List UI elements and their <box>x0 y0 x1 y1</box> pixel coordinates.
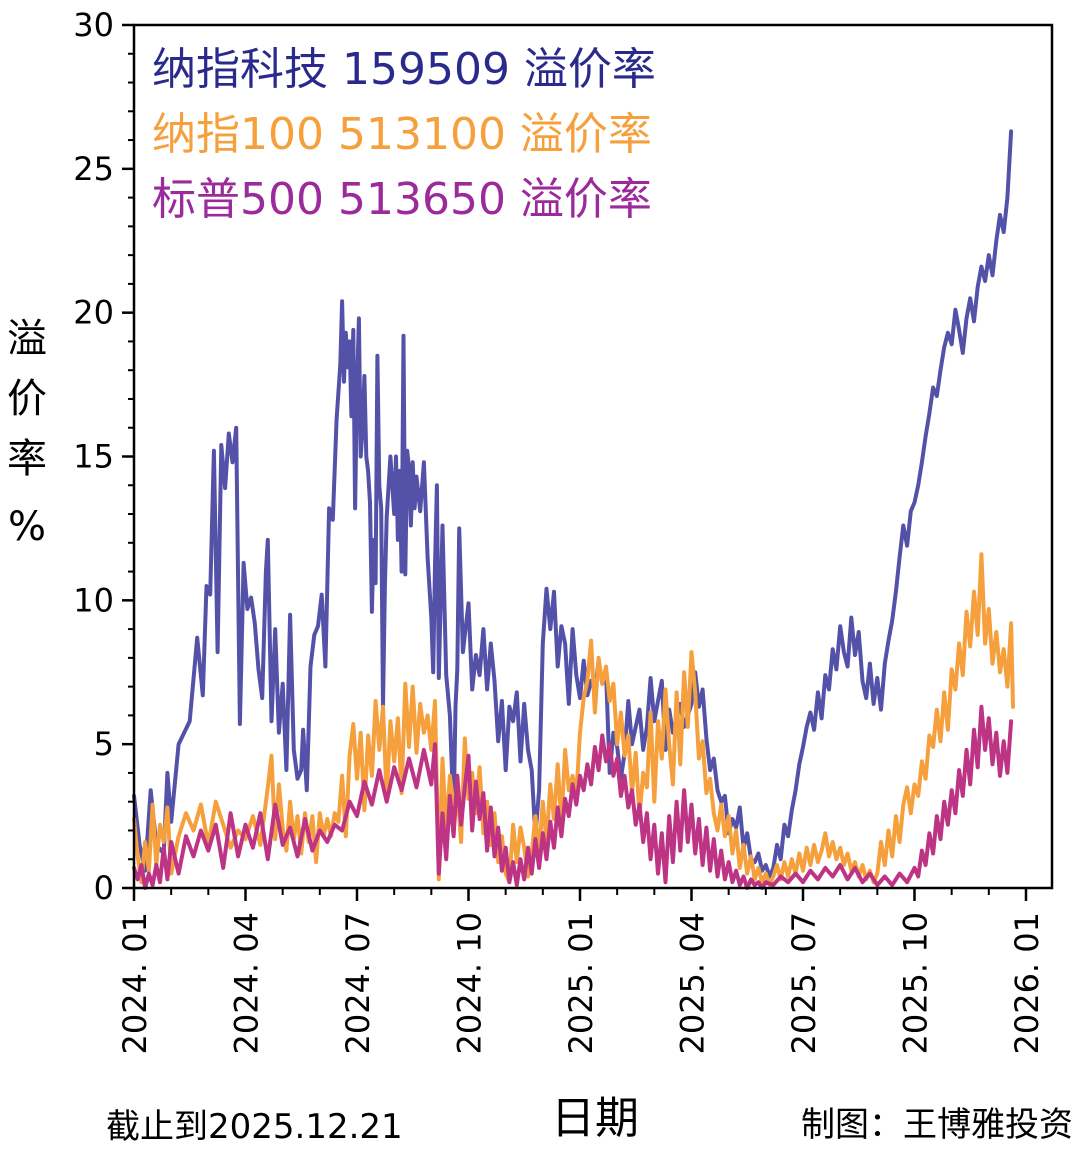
y-axis-label-char-3: % <box>8 504 46 550</box>
legend: 纳指科技 159509 溢价率 纳指100 513100 溢价率 标普500 5… <box>152 44 656 225</box>
y-axis-label: 溢 价 率 % <box>7 316 47 550</box>
y-axis-label-char-2: 率 <box>7 436 47 482</box>
series-line-0 <box>132 129 1014 879</box>
axis-layer: 0 5 10 15 20 25 30 2024. 01 2024. 04 2024. 07 2024… <box>73 6 1046 1055</box>
x-tick-label-3: 2024. 10 <box>450 912 488 1055</box>
y-axis-label-char-1: 价 <box>7 376 47 422</box>
x-tick-label-6: 2025. 07 <box>785 912 823 1055</box>
y-tick-label-5: 25 <box>73 150 114 188</box>
y-axis-label-char-0: 溢 <box>7 316 47 362</box>
series-line-2 <box>132 704 1014 890</box>
y-tick-label-6: 30 <box>73 6 114 44</box>
x-axis-label: 日期 <box>551 1093 639 1144</box>
y-tick-label-2: 10 <box>73 581 114 619</box>
y-tick-label-1: 5 <box>94 725 114 763</box>
x-tick-label-0: 2024. 01 <box>116 912 154 1055</box>
x-tick-label-1: 2024. 04 <box>227 912 265 1055</box>
y-tick-label-4: 20 <box>73 294 114 332</box>
credit-note: 制图：王博雅投资 <box>801 1105 1073 1145</box>
y-tick-label-3: 15 <box>73 438 114 476</box>
y-tick-label-0: 0 <box>94 869 114 907</box>
x-tick-label-5: 2025. 04 <box>673 912 711 1055</box>
legend-entry-1: 纳指100 513100 溢价率 <box>152 109 652 160</box>
x-tick-label-2: 2024. 07 <box>339 912 377 1055</box>
legend-entry-0: 纳指科技 159509 溢价率 <box>152 44 656 95</box>
series-line-1 <box>132 552 1015 888</box>
series-layer <box>132 129 1015 890</box>
x-tick-label-8: 2026. 01 <box>1008 912 1046 1055</box>
date-note: 截止到2025.12.21 <box>106 1107 403 1147</box>
x-tick-label-7: 2025. 10 <box>896 912 934 1055</box>
legend-entry-2: 标普500 513650 溢价率 <box>152 174 652 225</box>
x-tick-label-4: 2025. 01 <box>562 912 600 1055</box>
